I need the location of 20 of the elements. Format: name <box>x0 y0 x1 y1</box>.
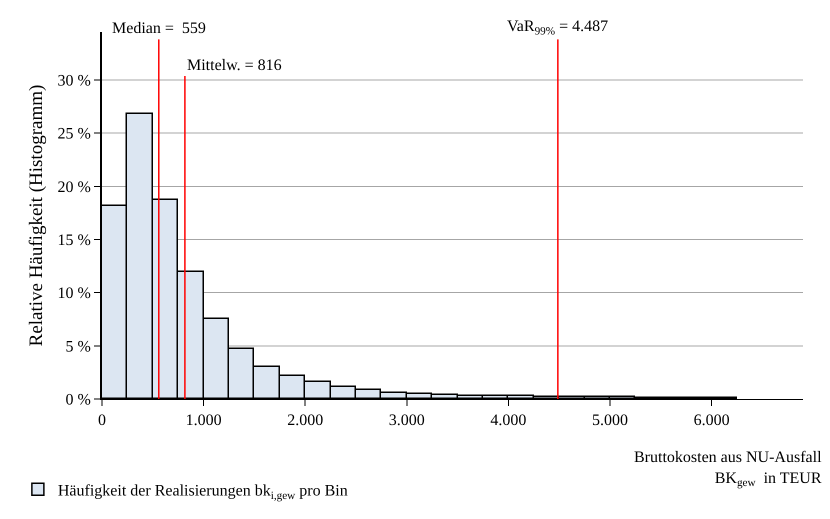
x-tick-label: 0 <box>98 412 106 430</box>
y-tick-label: 30 % <box>57 72 91 90</box>
ref-line-label: Median = 559 <box>112 20 206 37</box>
y-axis-title: Relative Häufigkeit (Histogramm) <box>26 84 47 346</box>
y-tick-label: 10 % <box>57 285 91 302</box>
y-tick-label: 0 % <box>65 392 91 409</box>
y-tick-label: 5 % <box>65 338 91 356</box>
x-tick-label: 2.000 <box>287 412 324 430</box>
x-tick-label: 3.000 <box>388 412 425 430</box>
x-axis-title: Bruttokosten aus NU-Ausfall BK$_{gew}$ in TEUR <box>634 449 822 490</box>
y-tick-label: 25 % <box>57 126 91 143</box>
ref-line-label: Mittelw. = 816 <box>187 57 282 74</box>
y-tick-label: 15 % <box>57 232 91 250</box>
y-tick-label: 20 % <box>57 178 91 196</box>
x-tick-label: 6.000 <box>694 412 730 430</box>
x-tick-label: 1.000 <box>186 412 222 430</box>
x-tick-label: 4.000 <box>490 412 526 430</box>
ref-line-label: VaR$_{99%}$ = 4.487 <box>507 18 608 38</box>
legend-label: Häufigkeit der Realisierungen bk$_{i,gew}$ pro Bin <box>58 482 348 502</box>
x-tick-label: 5.000 <box>592 412 628 430</box>
